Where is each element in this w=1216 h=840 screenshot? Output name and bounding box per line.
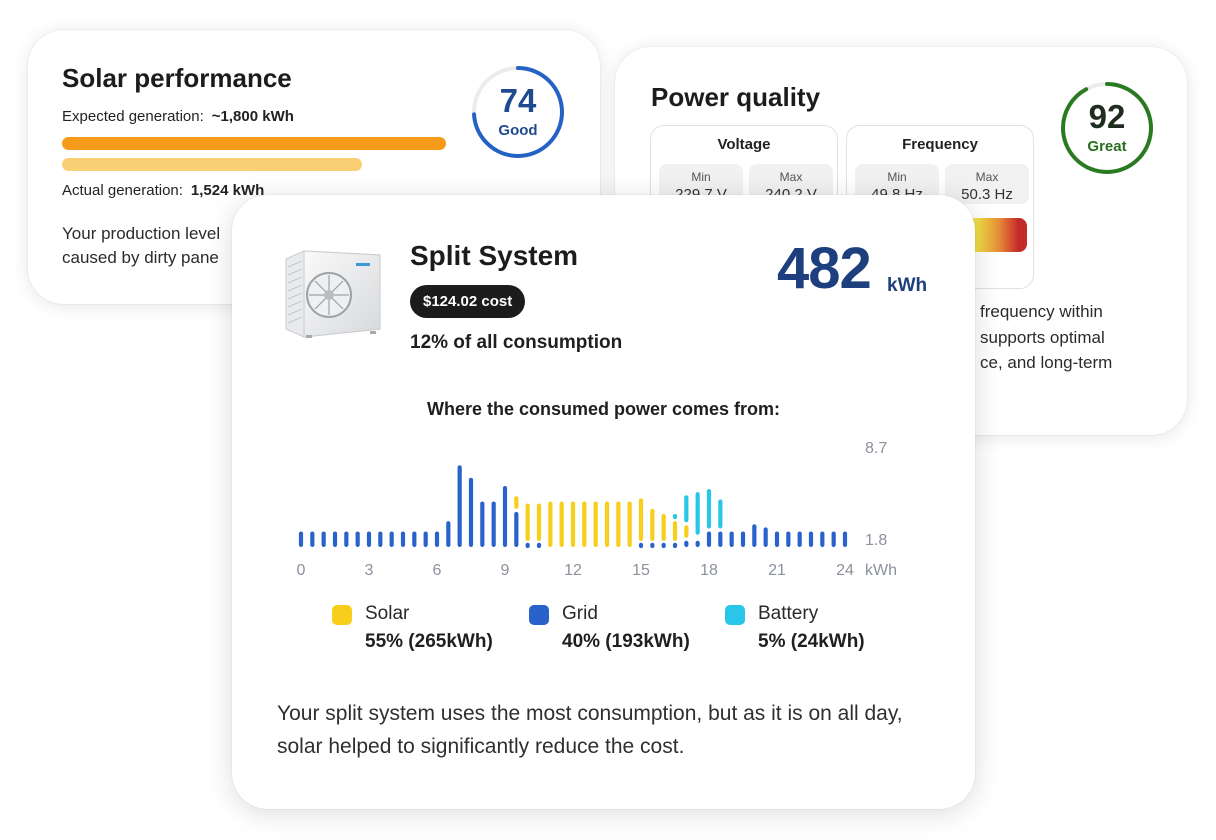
power-quality-title: Power quality xyxy=(651,82,821,112)
solar-description-line: caused by dirty pane xyxy=(62,248,219,267)
frequency-max-label: Max xyxy=(975,170,999,184)
power-description-line: supports optimal xyxy=(980,327,1105,347)
power-score-label: Great xyxy=(1087,138,1127,155)
expected-generation-value: ~1,800 kWh xyxy=(211,108,294,125)
gauge-ring-icon xyxy=(472,66,564,158)
actual-generation-value: 1,524 kWh xyxy=(190,182,265,199)
split-system-card: Split System $124.02 cost 12% of all con… xyxy=(232,195,975,809)
frequency-min-label: Min xyxy=(887,170,907,184)
expected-generation-label: Expected generation: xyxy=(62,108,204,125)
y-tick-label: 1.8 xyxy=(865,532,887,549)
legend-solar-name: Solar xyxy=(365,603,410,624)
x-tick-label: 15 xyxy=(632,562,650,579)
legend-battery-value: 5% (24kWh) xyxy=(758,631,865,652)
power-quality-description: frequency within supports optimal ce, an… xyxy=(980,299,1170,376)
legend-grid-value: 40% (193kWh) xyxy=(562,631,690,652)
legend-solar-swatch xyxy=(332,605,352,625)
energy-unit: kWh xyxy=(887,275,928,296)
voltage-max-label: Max xyxy=(779,170,803,184)
power-score: 92 xyxy=(1088,98,1126,135)
x-tick-label: 24 xyxy=(836,562,854,579)
actual-generation-bar xyxy=(62,158,362,171)
actual-generation-label: Actual generation: xyxy=(62,182,183,199)
x-tick-label: 12 xyxy=(564,562,582,579)
air-conditioner-icon xyxy=(285,250,381,338)
solar-score-gauge: 74 Good xyxy=(470,64,566,160)
legend-grid-swatch xyxy=(529,605,549,625)
x-tick-label: 0 xyxy=(297,562,306,579)
cost-badge: $124.02 cost xyxy=(410,285,526,318)
split-system-title: Split System xyxy=(410,240,579,271)
consumption-source-chart: 0 3 6 9 12 15 18 21 24 kWh 8.7 1.8 xyxy=(297,440,897,579)
x-tick-label: 9 xyxy=(501,562,510,579)
legend-battery-name: Battery xyxy=(758,603,819,624)
x-tick-label: 3 xyxy=(365,562,374,579)
x-tick-label: 18 xyxy=(700,562,718,579)
gauge-ring-icon xyxy=(1061,82,1153,174)
expected-generation-bar xyxy=(62,137,446,150)
energy-value: 482 xyxy=(777,236,872,301)
power-description-line: frequency within xyxy=(980,302,1103,321)
solar-title: Solar performance xyxy=(62,63,292,93)
solar-description: Your production level caused by dirty pa… xyxy=(62,222,562,270)
power-description-line: ce, and long-term xyxy=(980,353,1113,372)
actual-generation-row: Actual generation: 1,524 kWh xyxy=(62,182,264,199)
split-system-description: Your split system uses the most consumpt… xyxy=(277,702,903,758)
legend-grid-name: Grid xyxy=(562,603,598,624)
consumption-share: 12% of all consumption xyxy=(410,332,623,353)
x-axis-unit: kWh xyxy=(865,562,897,579)
voltage-title: Voltage xyxy=(717,136,771,153)
legend-battery-swatch xyxy=(725,605,745,625)
power-score-gauge: 92 Great xyxy=(1059,80,1155,176)
frequency-title: Frequency xyxy=(902,136,978,153)
legend-solar-value: 55% (265kWh) xyxy=(365,631,493,652)
y-tick-label: 8.7 xyxy=(865,440,887,457)
voltage-min-label: Min xyxy=(691,170,711,184)
x-tick-label: 21 xyxy=(768,562,786,579)
frequency-max: Max 50.3 Hz xyxy=(945,164,1029,204)
chart-title: Where the consumed power comes from: xyxy=(426,399,781,419)
solar-score: 74 xyxy=(499,82,537,119)
frequency-max-value: 50.3 Hz xyxy=(961,186,1013,203)
x-tick-label: 6 xyxy=(433,562,442,579)
solar-description-line: Your production level xyxy=(62,224,221,243)
expected-generation-row: Expected generation: ~1,800 kWh xyxy=(62,108,294,125)
solar-score-label: Good xyxy=(498,122,538,139)
